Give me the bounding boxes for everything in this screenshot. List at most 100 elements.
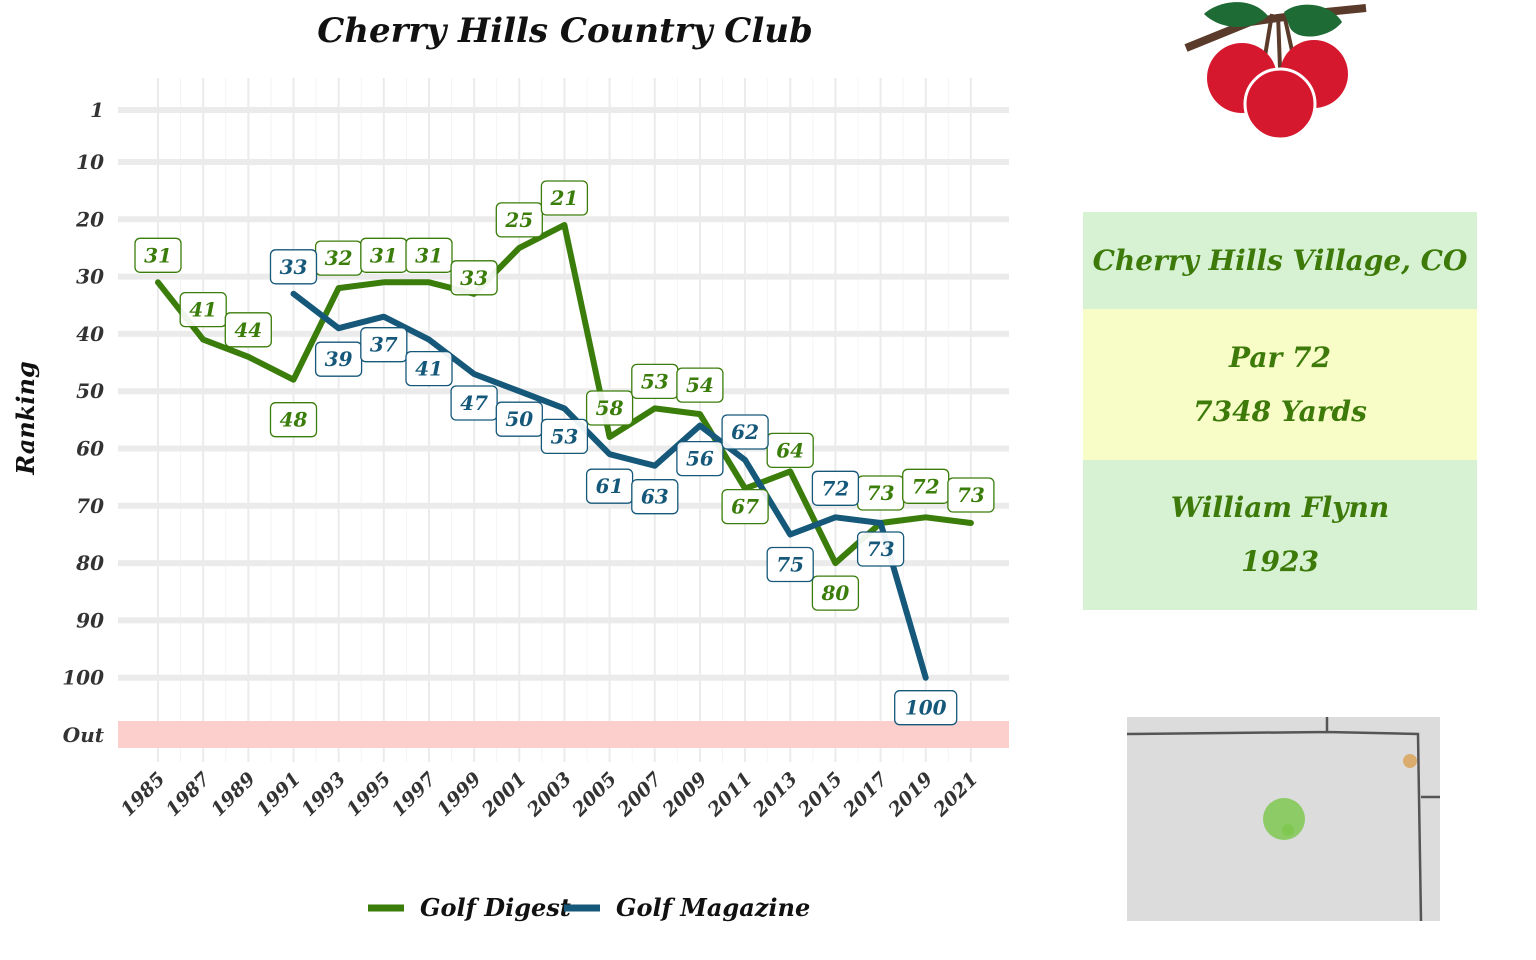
y-tick-label: 30 xyxy=(76,265,104,289)
x-tick-label: 2009 xyxy=(658,768,712,822)
data-label: 53 xyxy=(540,418,589,455)
data-label: 73 xyxy=(856,475,905,511)
data-label-text: 39 xyxy=(325,347,353,371)
y-tick-label: 80 xyxy=(75,551,104,575)
data-label-text: 67 xyxy=(731,495,759,519)
x-tick-label: 2003 xyxy=(522,768,576,822)
series-lines xyxy=(155,222,974,681)
y-tick-label: 100 xyxy=(62,666,104,690)
data-label: 53 xyxy=(631,363,679,400)
data-label: 48 xyxy=(269,402,318,438)
data-label-text: 75 xyxy=(776,553,804,577)
y-tick-label: 40 xyxy=(76,322,104,346)
data-label: 54 xyxy=(676,367,724,403)
data-label: 56 xyxy=(676,440,724,477)
data-label-box xyxy=(405,237,453,273)
data-label: 21 xyxy=(540,180,589,216)
data-label-text: 100 xyxy=(905,696,947,720)
course-box: Par 72 7348 Yards xyxy=(1083,309,1477,460)
x-tick-label: 2007 xyxy=(613,768,667,822)
data-label-box xyxy=(405,350,453,387)
data-label-text: 62 xyxy=(731,420,759,444)
legend-item: Golf Magazine xyxy=(564,893,810,922)
x-tick-label: 2015 xyxy=(793,768,847,822)
y-tick-label: 50 xyxy=(76,379,104,403)
data-label-text: 33 xyxy=(280,255,308,279)
data-label: 63 xyxy=(631,479,679,515)
data-label-box xyxy=(495,202,543,238)
x-tick-label: 2021 xyxy=(929,768,983,822)
x-tick-label: 1997 xyxy=(388,768,441,821)
data-label-text: 25 xyxy=(504,208,533,232)
x-tick-label: 2019 xyxy=(884,768,938,822)
data-label-box xyxy=(224,312,272,348)
x-tick-label: 2001 xyxy=(477,768,531,822)
data-label-text: 72 xyxy=(821,476,849,500)
data-label: 33 xyxy=(450,260,498,296)
data-label-text: 32 xyxy=(325,246,353,270)
data-label: 75 xyxy=(766,546,814,583)
data-label-box xyxy=(676,440,724,477)
data-label-text: 50 xyxy=(505,407,533,431)
year-text: 1923 xyxy=(1241,545,1319,578)
chart-title: Cherry Hills Country Club xyxy=(317,11,813,51)
legend: Golf Digest Golf Magazine xyxy=(368,893,810,922)
data-label: 39 xyxy=(314,341,363,377)
x-tick-label: 1993 xyxy=(297,768,350,821)
data-label-text: 61 xyxy=(596,474,624,498)
data-label: 47 xyxy=(450,385,498,421)
data-label-box xyxy=(894,690,958,726)
data-label-box xyxy=(450,260,498,296)
data-label-box xyxy=(269,402,318,438)
data-label-box xyxy=(495,401,543,437)
course-location-marker xyxy=(1263,798,1305,840)
data-label: 73 xyxy=(947,477,995,513)
data-label-box xyxy=(134,237,182,273)
data-label-box xyxy=(450,385,498,421)
data-label: 80 xyxy=(811,575,860,611)
x-tick-label: 2017 xyxy=(838,768,892,822)
x-tick-label: 2005 xyxy=(567,768,621,822)
location-box: Cherry Hills Village, CO xyxy=(1083,212,1477,309)
y-tick-label: 70 xyxy=(76,494,104,518)
data-label-text: 31 xyxy=(415,243,443,267)
data-label-box xyxy=(585,390,634,426)
data-label-text: 80 xyxy=(820,581,849,605)
data-label-text: 63 xyxy=(641,485,669,509)
legend-label: Golf Digest xyxy=(420,893,571,922)
data-label-box xyxy=(811,470,860,506)
y-tick-label: 60 xyxy=(76,437,104,461)
data-label-box xyxy=(631,479,679,515)
data-label-text: 31 xyxy=(370,243,398,267)
data-label: 73 xyxy=(856,531,905,567)
y-ticks: 1 10 20 30 40 50 60 70 80 90 100 Out xyxy=(62,98,105,747)
course-info-panel: Cherry Hills Village, CO Par 72 7348 Yar… xyxy=(1083,212,1477,610)
x-tick-label: 2011 xyxy=(703,768,757,822)
x-tick-label: 1999 xyxy=(433,768,486,821)
data-label-box xyxy=(360,327,408,363)
leaf-right-icon xyxy=(1284,4,1342,37)
data-label-box xyxy=(721,488,769,525)
y-tick-label: 1 xyxy=(90,98,104,122)
data-label: 44 xyxy=(224,312,272,348)
data-label-text: 53 xyxy=(641,369,669,393)
data-label: 100 xyxy=(894,690,958,726)
x-tick-label: 1989 xyxy=(207,768,260,821)
data-label: 31 xyxy=(360,237,408,273)
data-label: 31 xyxy=(134,237,182,273)
data-label-text: 47 xyxy=(460,391,488,415)
data-label-text: 48 xyxy=(280,408,308,432)
architect-text: William Flynn xyxy=(1170,491,1390,524)
y-tick-label: 10 xyxy=(76,150,104,174)
x-tick-label: 1985 xyxy=(117,768,170,821)
architect-box: William Flynn 1923 xyxy=(1083,460,1477,610)
data-label-box xyxy=(676,367,724,403)
data-label-box xyxy=(721,414,769,450)
data-label-box xyxy=(766,546,814,583)
data-label-box xyxy=(766,432,814,469)
data-label-text: 44 xyxy=(234,318,262,342)
legend-label: Golf Magazine xyxy=(616,893,810,922)
data-label-text: 53 xyxy=(550,424,578,448)
series-line-golf-magazine xyxy=(290,290,929,681)
